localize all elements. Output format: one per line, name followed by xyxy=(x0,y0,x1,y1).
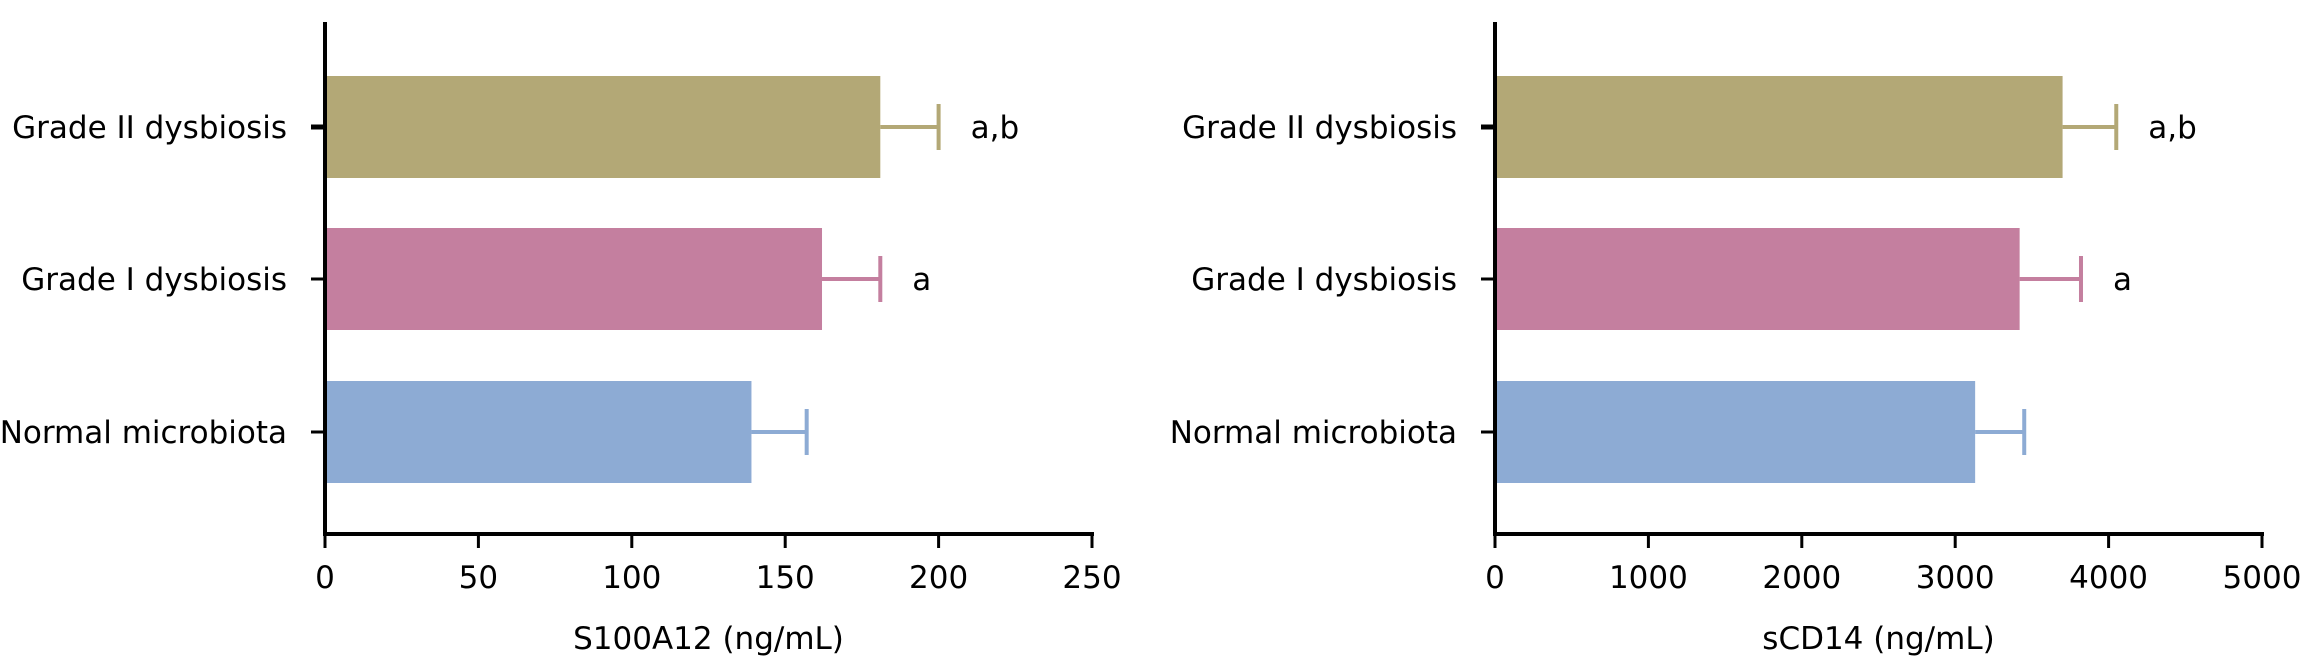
bar-2 xyxy=(325,228,823,330)
error-bar-2 xyxy=(2019,256,2083,302)
bar-2 xyxy=(1495,228,2020,330)
bar-1 xyxy=(1495,76,2063,178)
significance-label-1: a,b xyxy=(2148,110,2197,146)
bar-3 xyxy=(1495,381,1976,483)
x-tick-label-4: 150 xyxy=(756,560,815,596)
x-tick-label-5: 200 xyxy=(909,560,968,596)
error-bar-1 xyxy=(880,104,941,150)
bar-3 xyxy=(325,381,752,483)
significance-label-2: a xyxy=(912,262,931,298)
x-axis-title: sCD14 (ng/mL) xyxy=(1762,621,1994,657)
x-tick-label-2: 50 xyxy=(459,560,498,596)
x-tick-label-1: 0 xyxy=(1485,560,1505,596)
x-tick-label-2: 1000 xyxy=(1609,560,1688,596)
category-label-3: Normal microbiota xyxy=(0,415,287,451)
x-tick-label-5: 4000 xyxy=(2069,560,2148,596)
category-label-1: Grade II dysbiosis xyxy=(12,110,287,146)
x-tick-label-6: 5000 xyxy=(2223,560,2302,596)
category-label-3: Normal microbiota xyxy=(1170,415,1457,451)
x-tick-label-6: 250 xyxy=(1062,560,1121,596)
x-tick-label-3: 2000 xyxy=(1762,560,1841,596)
significance-label-1: a,b xyxy=(971,110,1020,146)
error-bar-3 xyxy=(751,409,809,455)
x-tick-label-3: 100 xyxy=(602,560,661,596)
x-axis-title: S100A12 (ng/mL) xyxy=(573,621,844,657)
s100a12-chart: a,b Grade II dysbiosis a Grade I dysbiosis N… xyxy=(0,22,1122,657)
error-bar-1 xyxy=(2062,104,2119,150)
x-tick-label-4: 3000 xyxy=(1916,560,1995,596)
category-label-1: Grade II dysbiosis xyxy=(1182,110,1457,146)
bar-1 xyxy=(325,76,881,178)
category-label-2: Grade I dysbiosis xyxy=(1191,262,1457,298)
category-label-2: Grade I dysbiosis xyxy=(21,262,287,298)
scd14-chart: a,b Grade II dysbiosis a Grade I dysbiosis N… xyxy=(1170,22,2302,657)
significance-label-2: a xyxy=(2113,262,2132,298)
x-tick-label-1: 0 xyxy=(315,560,335,596)
error-bar-3 xyxy=(1975,409,2027,455)
error-bar-2 xyxy=(822,256,883,302)
